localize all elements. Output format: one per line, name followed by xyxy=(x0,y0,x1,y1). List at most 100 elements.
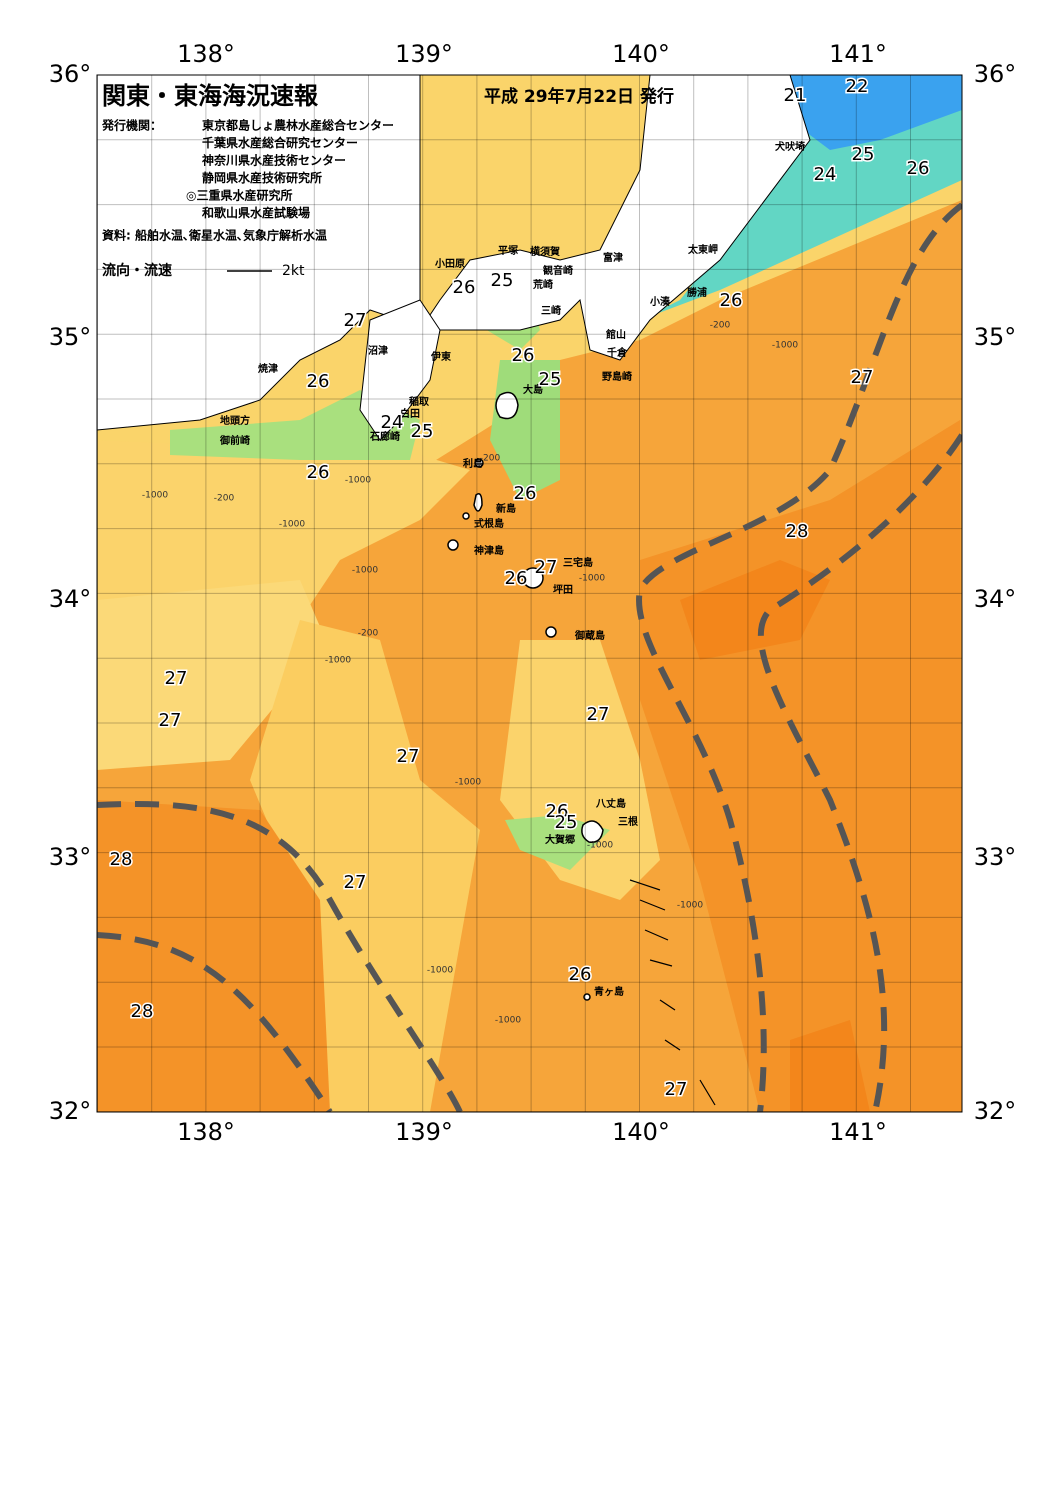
temperature-label: 26 xyxy=(307,371,330,392)
place-label: 伊東 xyxy=(430,350,451,363)
depth-label: -1000 xyxy=(579,574,605,584)
depth-label: -1000 xyxy=(352,566,378,576)
lat-label: 35° xyxy=(974,323,1017,351)
island xyxy=(495,391,519,420)
temperature-label: 27 xyxy=(851,367,874,388)
current-line xyxy=(757,433,962,1112)
issuer: ◎三重県水産研究所 xyxy=(186,188,292,203)
current-vectors xyxy=(629,879,716,1106)
place-label: 神津島 xyxy=(474,544,504,557)
temperature-label: 27 xyxy=(535,557,558,578)
temperature-label: 24 xyxy=(814,164,837,185)
land-tokai xyxy=(97,75,421,431)
place-label: 野島崎 xyxy=(602,370,632,383)
zone xyxy=(97,440,470,640)
place-label: 小田原 xyxy=(434,257,465,270)
island xyxy=(545,626,557,638)
island xyxy=(522,567,544,589)
place-label: 荒崎 xyxy=(532,278,553,291)
island xyxy=(474,458,484,468)
place-label: 勝浦 xyxy=(687,286,707,299)
temperature-label: 27 xyxy=(344,310,367,331)
temperature-label: 25 xyxy=(555,812,578,833)
place-label: 三宅島 xyxy=(563,556,593,569)
temperature-label: 26 xyxy=(569,964,592,985)
place-label: 大賀郷 xyxy=(545,833,575,846)
place-label: 平塚 xyxy=(498,244,518,257)
temperature-label: 27 xyxy=(159,710,182,731)
lon-label: 138° xyxy=(177,1118,235,1146)
temperature-label: 27 xyxy=(397,746,420,767)
temperature-label: 26 xyxy=(512,345,535,366)
issuer: 静岡県水産技術研究所 xyxy=(202,170,322,185)
depth-label: -1000 xyxy=(142,491,168,501)
lon-label: 141° xyxy=(829,40,887,68)
place-label: 千倉 xyxy=(607,346,628,359)
depth-label: -1000 xyxy=(772,341,798,351)
current-line xyxy=(97,932,333,1112)
issuer: 東京都島しょ農林水産総合センター xyxy=(202,118,394,133)
temperature-label: 27 xyxy=(587,704,610,725)
issuer: 千葉県水産総合研究センター xyxy=(202,135,358,150)
temperature-label: 27 xyxy=(344,872,367,893)
place-label: 観音崎 xyxy=(543,264,573,277)
lon-label: 141° xyxy=(829,1118,887,1146)
temperature-label: 27 xyxy=(665,1079,688,1100)
depth-label: -200 xyxy=(710,321,731,331)
map-frame xyxy=(96,74,963,1113)
current-line xyxy=(636,202,962,1112)
temperature-label: 21 xyxy=(784,85,807,106)
lat-label: 36° xyxy=(49,60,92,88)
place-label: 青ヶ島 xyxy=(594,985,624,998)
island xyxy=(462,512,470,520)
source: 資料: 船舶水温､衛星水温､気象庁解析水温 xyxy=(102,228,327,243)
lat-label: 35° xyxy=(49,323,92,351)
islands xyxy=(447,391,604,1001)
temperature-label: 28 xyxy=(786,521,809,542)
place-label: 三崎 xyxy=(541,304,561,317)
depth-label: -1000 xyxy=(677,901,703,911)
lat-label: 34° xyxy=(974,585,1017,613)
temperature-label: 27 xyxy=(165,668,188,689)
temperature-label: 26 xyxy=(720,290,743,311)
place-label: 石廊崎 xyxy=(369,430,400,443)
depth-label: -1000 xyxy=(427,966,453,976)
place-label: 横須賀 xyxy=(530,245,560,258)
place-label: 小湊 xyxy=(649,295,671,308)
place-label: 三根 xyxy=(618,815,638,828)
place-label: 八丈島 xyxy=(595,797,626,810)
temperature-label: 24 xyxy=(381,412,404,433)
place-label: 焼津 xyxy=(258,362,278,375)
issuer: 神奈川県水産技術センター xyxy=(202,153,346,168)
place-label: 白田 xyxy=(400,407,420,420)
island xyxy=(447,539,459,551)
temperature-label: 26 xyxy=(907,158,930,179)
temperature-label: 25 xyxy=(491,270,514,291)
temperature-label: 28 xyxy=(110,849,133,870)
depth-label: -1000 xyxy=(325,656,351,666)
temperature-label: 25 xyxy=(539,369,562,390)
warm-core xyxy=(680,560,830,660)
warm-core xyxy=(790,1020,870,1112)
title: 関東・東海海況速報 xyxy=(102,82,319,110)
place-label: 地頭方 xyxy=(220,414,250,427)
depth-label: -1000 xyxy=(495,1016,521,1026)
place-label: 坪田 xyxy=(553,583,573,596)
island xyxy=(583,993,591,1001)
temperature-label: 26 xyxy=(307,462,330,483)
lon-label: 140° xyxy=(612,1118,670,1146)
lat-label: 32° xyxy=(974,1097,1017,1125)
place-label: 沼津 xyxy=(368,344,388,357)
depth-label: -1000 xyxy=(279,520,305,530)
zone xyxy=(250,620,480,1112)
temperature-label: 22 xyxy=(846,76,869,97)
depth-label: -1000 xyxy=(587,841,613,851)
place-label: 犬吠埼 xyxy=(775,140,805,153)
temperature-label: 26 xyxy=(505,568,528,589)
lat-label: 33° xyxy=(49,843,92,871)
place-label: 富津 xyxy=(603,251,623,264)
kuroshio-axis xyxy=(97,202,962,1112)
place-label: 利島 xyxy=(463,457,483,470)
